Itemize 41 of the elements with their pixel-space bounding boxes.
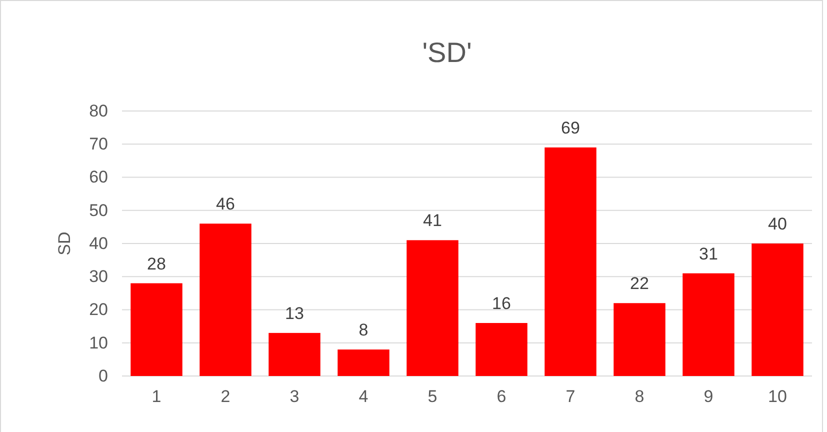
data-label: 31 — [699, 244, 718, 264]
y-tick-label: 70 — [89, 134, 108, 154]
bar — [476, 323, 528, 376]
data-label: 28 — [147, 254, 166, 274]
y-tick-label: 50 — [89, 200, 108, 220]
x-tick-label: 7 — [566, 387, 576, 406]
data-label: 40 — [768, 214, 787, 234]
data-label: 22 — [630, 274, 649, 294]
y-tick-label: 80 — [89, 101, 108, 120]
x-tick-label: 10 — [768, 387, 787, 406]
y-tick-label: 30 — [89, 267, 108, 286]
data-label: 46 — [216, 194, 235, 214]
x-tick-label: 8 — [634, 387, 644, 406]
x-tick-label: 9 — [704, 387, 714, 406]
bar — [268, 332, 320, 376]
bar — [130, 283, 182, 376]
data-label: 16 — [492, 294, 511, 313]
x-tick-label: 3 — [290, 387, 300, 406]
y-tick-label: 60 — [89, 168, 108, 187]
x-tick-label: 1 — [152, 387, 162, 406]
x-tick-label: 2 — [220, 387, 230, 406]
data-label: 69 — [561, 118, 580, 138]
x-tick-label: 5 — [428, 387, 438, 406]
y-tick-label: 20 — [89, 300, 108, 320]
data-label: 8 — [358, 320, 368, 340]
y-axis-title: SD — [55, 232, 74, 256]
bar — [338, 350, 390, 376]
chart-title: 'SD' — [422, 37, 472, 68]
bar — [200, 224, 252, 376]
y-tick-label: 0 — [98, 366, 108, 386]
bar — [682, 273, 734, 376]
y-tick-label: 10 — [89, 333, 108, 352]
x-tick-label: 4 — [358, 387, 368, 406]
bar — [752, 244, 804, 376]
x-tick-label: 6 — [496, 387, 506, 406]
y-tick-label: 40 — [89, 234, 108, 253]
bar — [406, 240, 458, 376]
bar — [544, 147, 596, 376]
data-label: 13 — [285, 304, 304, 323]
bar — [614, 303, 666, 376]
data-label: 41 — [423, 211, 442, 230]
